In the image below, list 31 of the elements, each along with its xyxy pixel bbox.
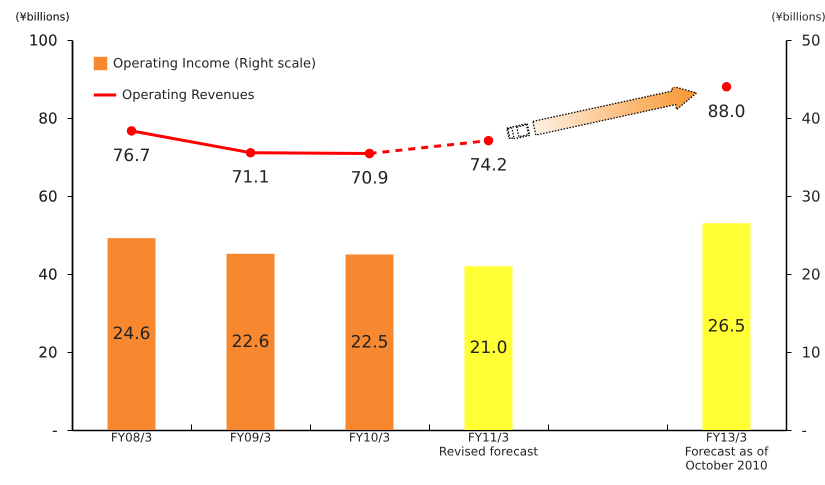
y2-tick-label: 40 — [802, 110, 821, 128]
y2-tick-label: 50 — [802, 32, 821, 50]
x-tick-label: FY09/3 — [230, 430, 272, 444]
data-label: 71.1 — [232, 168, 270, 188]
data-label: 26.5 — [708, 316, 746, 337]
y-axis-title: (¥billions) — [15, 10, 70, 24]
y-tick-label: 40 — [38, 266, 58, 284]
x-tick-label: FY11/3 Revised forecast — [438, 430, 538, 458]
x-tick-label: FY10/3 — [348, 430, 390, 444]
data-label: 24.6 — [112, 324, 150, 344]
data-label: 74.2 — [470, 156, 508, 176]
y-tick-label: - — [52, 422, 58, 440]
y2-tick-label: 30 — [802, 188, 821, 206]
y2-tick-label: - — [802, 422, 807, 440]
data-label: 76.7 — [112, 146, 150, 166]
data-label: 70.9 — [350, 168, 388, 188]
y2-tick-label: 10 — [802, 344, 821, 362]
x-tick-label: FY08/3 — [110, 430, 152, 444]
data-label: 88.0 — [708, 102, 746, 122]
legend-label: Operating Income (Right scale) — [113, 56, 316, 72]
y2-tick-label: 20 — [802, 266, 821, 284]
data-label: 22.6 — [232, 332, 270, 352]
y-tick-label: 100 — [28, 32, 58, 50]
y-tick-label: 20 — [38, 344, 58, 362]
y-tick-label: 60 — [38, 188, 58, 206]
data-label: 21.0 — [470, 338, 508, 358]
legend-label: Operating Revenues — [122, 88, 255, 103]
data-label: 22.5 — [350, 332, 388, 352]
y2-axis-title: (¥billions) — [771, 10, 825, 24]
x-tick-label: FY13/3 Forecast as of October 2010 — [684, 430, 770, 472]
y-tick-label: 80 — [38, 110, 58, 128]
